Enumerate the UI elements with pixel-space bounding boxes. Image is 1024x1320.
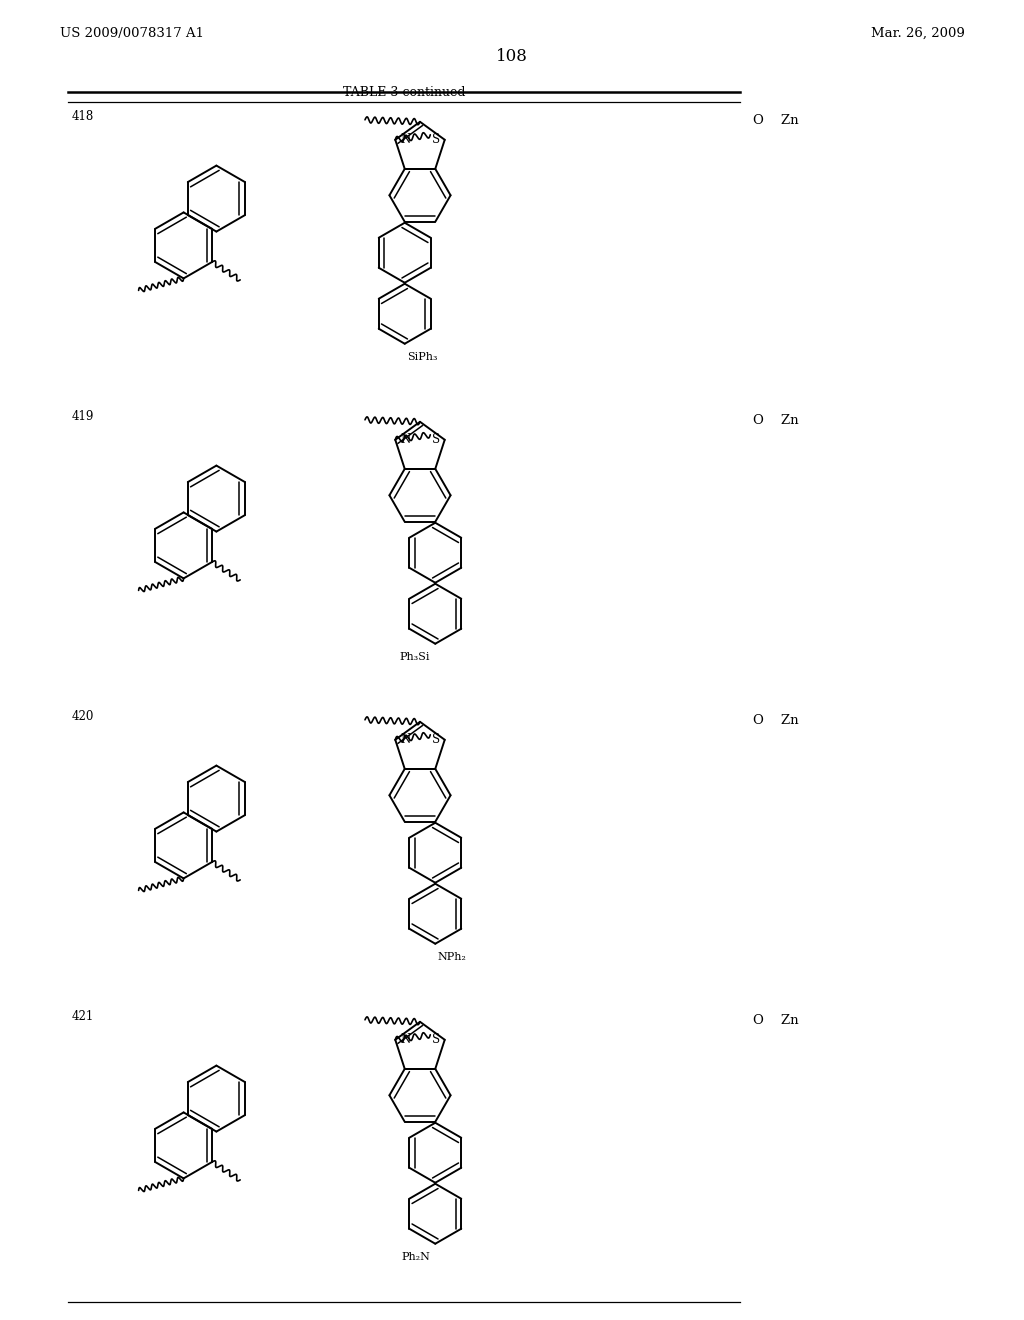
Text: US 2009/0078317 A1: US 2009/0078317 A1: [60, 26, 204, 40]
Text: S: S: [431, 433, 439, 446]
Text: O    Zn: O Zn: [753, 714, 799, 727]
Text: N: N: [400, 433, 411, 446]
Text: N: N: [400, 734, 411, 746]
Text: Ph₂N: Ph₂N: [401, 1251, 430, 1262]
Text: N: N: [400, 1034, 411, 1047]
Text: S: S: [431, 133, 439, 147]
Text: O    Zn: O Zn: [753, 414, 799, 426]
Text: O    Zn: O Zn: [753, 1014, 799, 1027]
Text: 420: 420: [72, 710, 94, 723]
Text: NPh₂: NPh₂: [437, 952, 466, 962]
Text: 421: 421: [72, 1010, 94, 1023]
Text: TABLE 3-continued: TABLE 3-continued: [343, 86, 465, 99]
Text: S: S: [431, 734, 439, 746]
Text: 108: 108: [496, 48, 528, 65]
Text: Mar. 26, 2009: Mar. 26, 2009: [871, 26, 965, 40]
Text: SiPh₃: SiPh₃: [407, 351, 437, 362]
Text: Ph₃Si: Ph₃Si: [399, 652, 430, 661]
Text: O    Zn: O Zn: [753, 114, 799, 127]
Text: 419: 419: [72, 411, 94, 422]
Text: 418: 418: [72, 110, 94, 123]
Text: S: S: [431, 1034, 439, 1047]
Text: N: N: [400, 133, 411, 147]
